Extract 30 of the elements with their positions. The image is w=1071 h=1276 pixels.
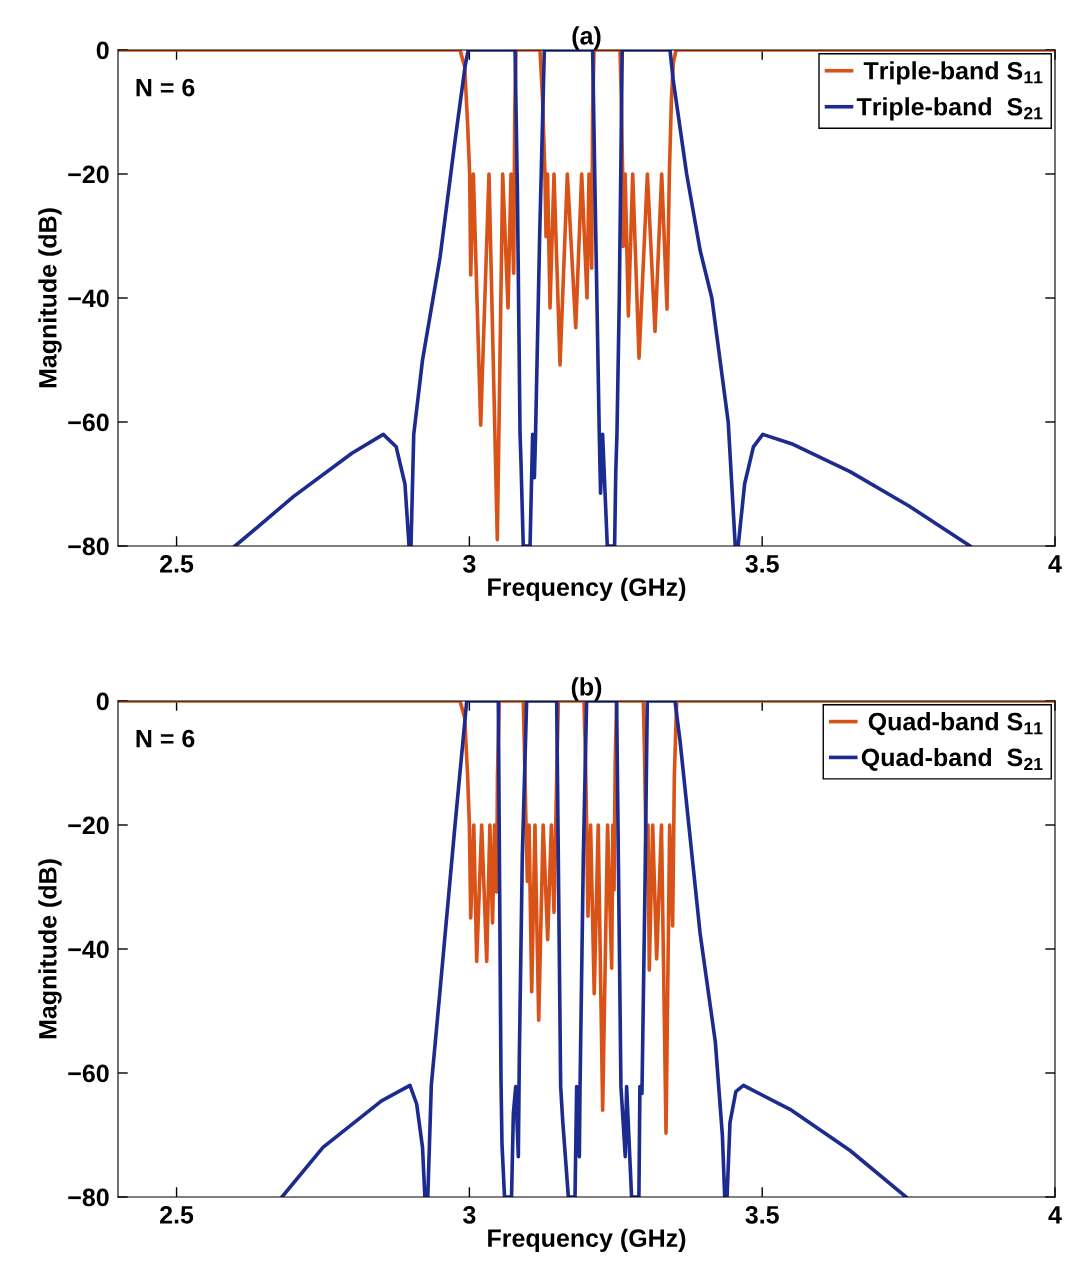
chart-title: (a) [572,26,601,50]
y-tick-label: −80 [68,1188,109,1207]
x-tick-label: 3.5 [745,1205,779,1224]
chart-title: (b) [571,677,602,701]
x-tick-label: 3.5 [745,554,779,573]
x-tick-label: 2.5 [160,1205,194,1224]
annotation: N = 6 [136,78,195,97]
y-tick-label: −40 [68,289,109,308]
y-tick-label: −80 [68,537,109,556]
y-axis-title: Magnitude (dB) [38,208,62,388]
y-tick-label: 0 [96,692,109,711]
legend-label: Triple-band S$_{21}$ [856,97,1043,121]
y-tick-label: −60 [68,413,109,432]
x-tick-label: 2.5 [160,554,194,573]
legend-label: Quad-band S$_{11}$ [868,712,1043,736]
annotation: N = 6 [136,729,195,748]
y-axis-title: Magnitude (dB) [38,859,62,1039]
x-axis-title: Frequency (GHz) [488,1228,686,1252]
y-tick-label: −20 [68,816,109,835]
y-tick-label: −40 [68,940,109,959]
legend-label: Triple-band S$_{11}$ [863,61,1043,85]
x-tick-label: 4 [1048,555,1062,573]
y-tick-label: −60 [68,1064,109,1083]
x-tick-label: 4 [1048,1206,1062,1224]
x-tick-label: 3 [463,1205,476,1224]
y-tick-label: 0 [96,41,109,60]
x-axis-title: Frequency (GHz) [488,577,686,601]
x-tick-label: 3 [463,554,476,573]
y-tick-label: −20 [68,165,109,184]
legend-label: Quad-band S$_{21}$ [861,747,1043,771]
